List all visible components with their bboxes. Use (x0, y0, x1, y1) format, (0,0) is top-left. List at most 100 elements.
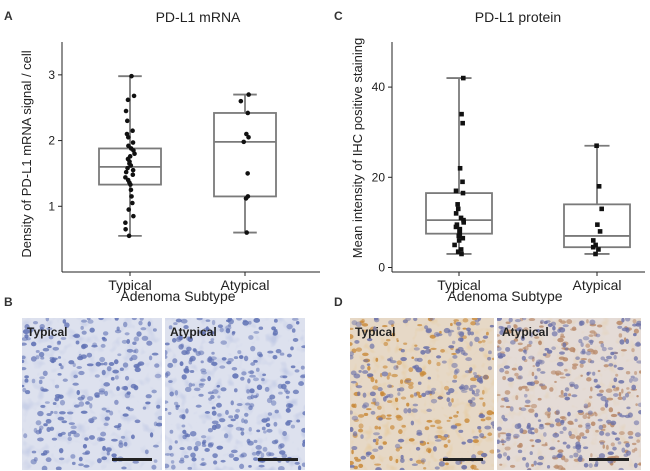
data-point (241, 139, 247, 145)
panel-letter-d: D (334, 295, 343, 309)
data-point (590, 244, 596, 250)
points-atypical (590, 143, 604, 257)
panel-letter-b: B (4, 295, 13, 309)
data-point (125, 165, 130, 171)
micrograph-label-typical: Typical (355, 325, 395, 339)
scale-bar (443, 458, 483, 461)
data-point (453, 188, 459, 194)
data-point (459, 111, 464, 117)
micrograph-label-atypical: Atypical (502, 325, 549, 339)
data-point (246, 134, 251, 140)
micrograph-typical-he (22, 318, 162, 470)
micrograph-atypical-ihc (497, 318, 641, 470)
box-atypical (563, 144, 631, 255)
data-point (456, 233, 462, 239)
y-tick-label: 40 (372, 80, 386, 94)
micrograph-typical-ihc (350, 318, 494, 470)
data-point (125, 134, 131, 140)
y-tick-label: 2 (48, 134, 55, 148)
data-point (132, 151, 137, 157)
data-point (130, 140, 136, 145)
data-point (246, 92, 251, 97)
data-point (597, 229, 603, 234)
data-point (596, 247, 601, 252)
x-tick-label: Typical (437, 277, 481, 293)
data-point (460, 179, 465, 185)
data-point (126, 207, 132, 212)
x-tick-label: Atypical (220, 277, 269, 293)
x-tick-label: Atypical (572, 277, 621, 293)
y-tick-label: 1 (48, 199, 55, 213)
data-point (453, 224, 459, 230)
data-point (455, 202, 460, 207)
data-point (128, 182, 133, 187)
chart-title: PD-L1 protein (475, 9, 561, 25)
data-point (245, 171, 250, 176)
data-point (126, 233, 132, 239)
data-point (131, 213, 136, 219)
scale-bar (112, 458, 152, 461)
scale-bar (589, 458, 629, 461)
chart-title: PD-L1 mRNA (156, 9, 241, 25)
box-atypical (213, 93, 277, 234)
data-point (130, 200, 135, 206)
data-point (123, 169, 129, 175)
data-point (595, 222, 600, 227)
data-point (129, 73, 134, 79)
data-point (123, 108, 129, 114)
data-point (460, 235, 466, 241)
data-point (123, 226, 128, 232)
points-typical (123, 73, 137, 239)
micrograph-label-atypical: Atypical (170, 325, 217, 339)
data-point (130, 167, 136, 173)
points-atypical (238, 92, 251, 235)
data-point (128, 187, 134, 193)
y-axis-label: Mean intensity of IHC positive staining (350, 38, 365, 258)
data-point (458, 215, 464, 221)
y-tick-label: 3 (48, 68, 55, 82)
data-point (243, 196, 249, 201)
x-tick-label: Typical (108, 277, 152, 293)
x-axis-label: Adenoma Subtype (120, 288, 235, 304)
data-point (590, 238, 596, 243)
data-point (244, 230, 250, 235)
data-point (131, 93, 137, 99)
data-point (452, 242, 457, 248)
data-point (460, 120, 465, 126)
data-point (123, 220, 128, 226)
data-point (128, 163, 134, 168)
data-point (129, 194, 134, 199)
data-point (455, 249, 461, 255)
data-point (461, 220, 466, 225)
data-point (457, 165, 463, 171)
data-point (244, 131, 249, 137)
y-tick-label: 0 (378, 260, 385, 274)
data-point (125, 97, 131, 103)
data-point (594, 143, 599, 149)
data-point (459, 251, 464, 257)
data-point (460, 190, 466, 196)
data-point (455, 206, 461, 212)
data-point (458, 247, 464, 252)
panel-letter-a: A (4, 9, 13, 23)
data-point (593, 251, 598, 257)
data-point (130, 128, 135, 134)
micrograph-panel-d: Typical Atypical (350, 318, 641, 470)
data-point (599, 206, 604, 212)
box-iqr (213, 112, 277, 198)
points-typical (452, 75, 466, 257)
x-axis-label: Adenoma Subtype (447, 288, 562, 304)
data-point (130, 172, 136, 178)
mrna-box-plot: PD-L1 mRNA Density of PD-L1 mRNA signal … (19, 9, 320, 304)
y-axis-label: Density of PD-L1 mRNA signal / cell (19, 50, 34, 257)
data-point (596, 184, 602, 189)
y-tick-label: 20 (372, 170, 386, 184)
micrograph-atypical-he (165, 318, 305, 470)
protein-box-plot: PD-L1 protein Mean intensity of IHC posi… (350, 9, 645, 304)
data-point (593, 242, 598, 248)
data-point (460, 75, 466, 81)
scale-bar (258, 458, 298, 461)
micrograph-label-typical: Typical (27, 325, 67, 339)
data-point (453, 211, 459, 216)
